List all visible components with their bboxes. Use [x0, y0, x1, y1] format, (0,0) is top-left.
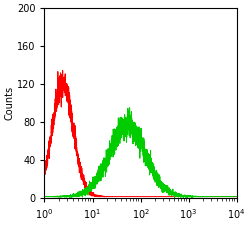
- Y-axis label: Counts: Counts: [4, 86, 14, 120]
